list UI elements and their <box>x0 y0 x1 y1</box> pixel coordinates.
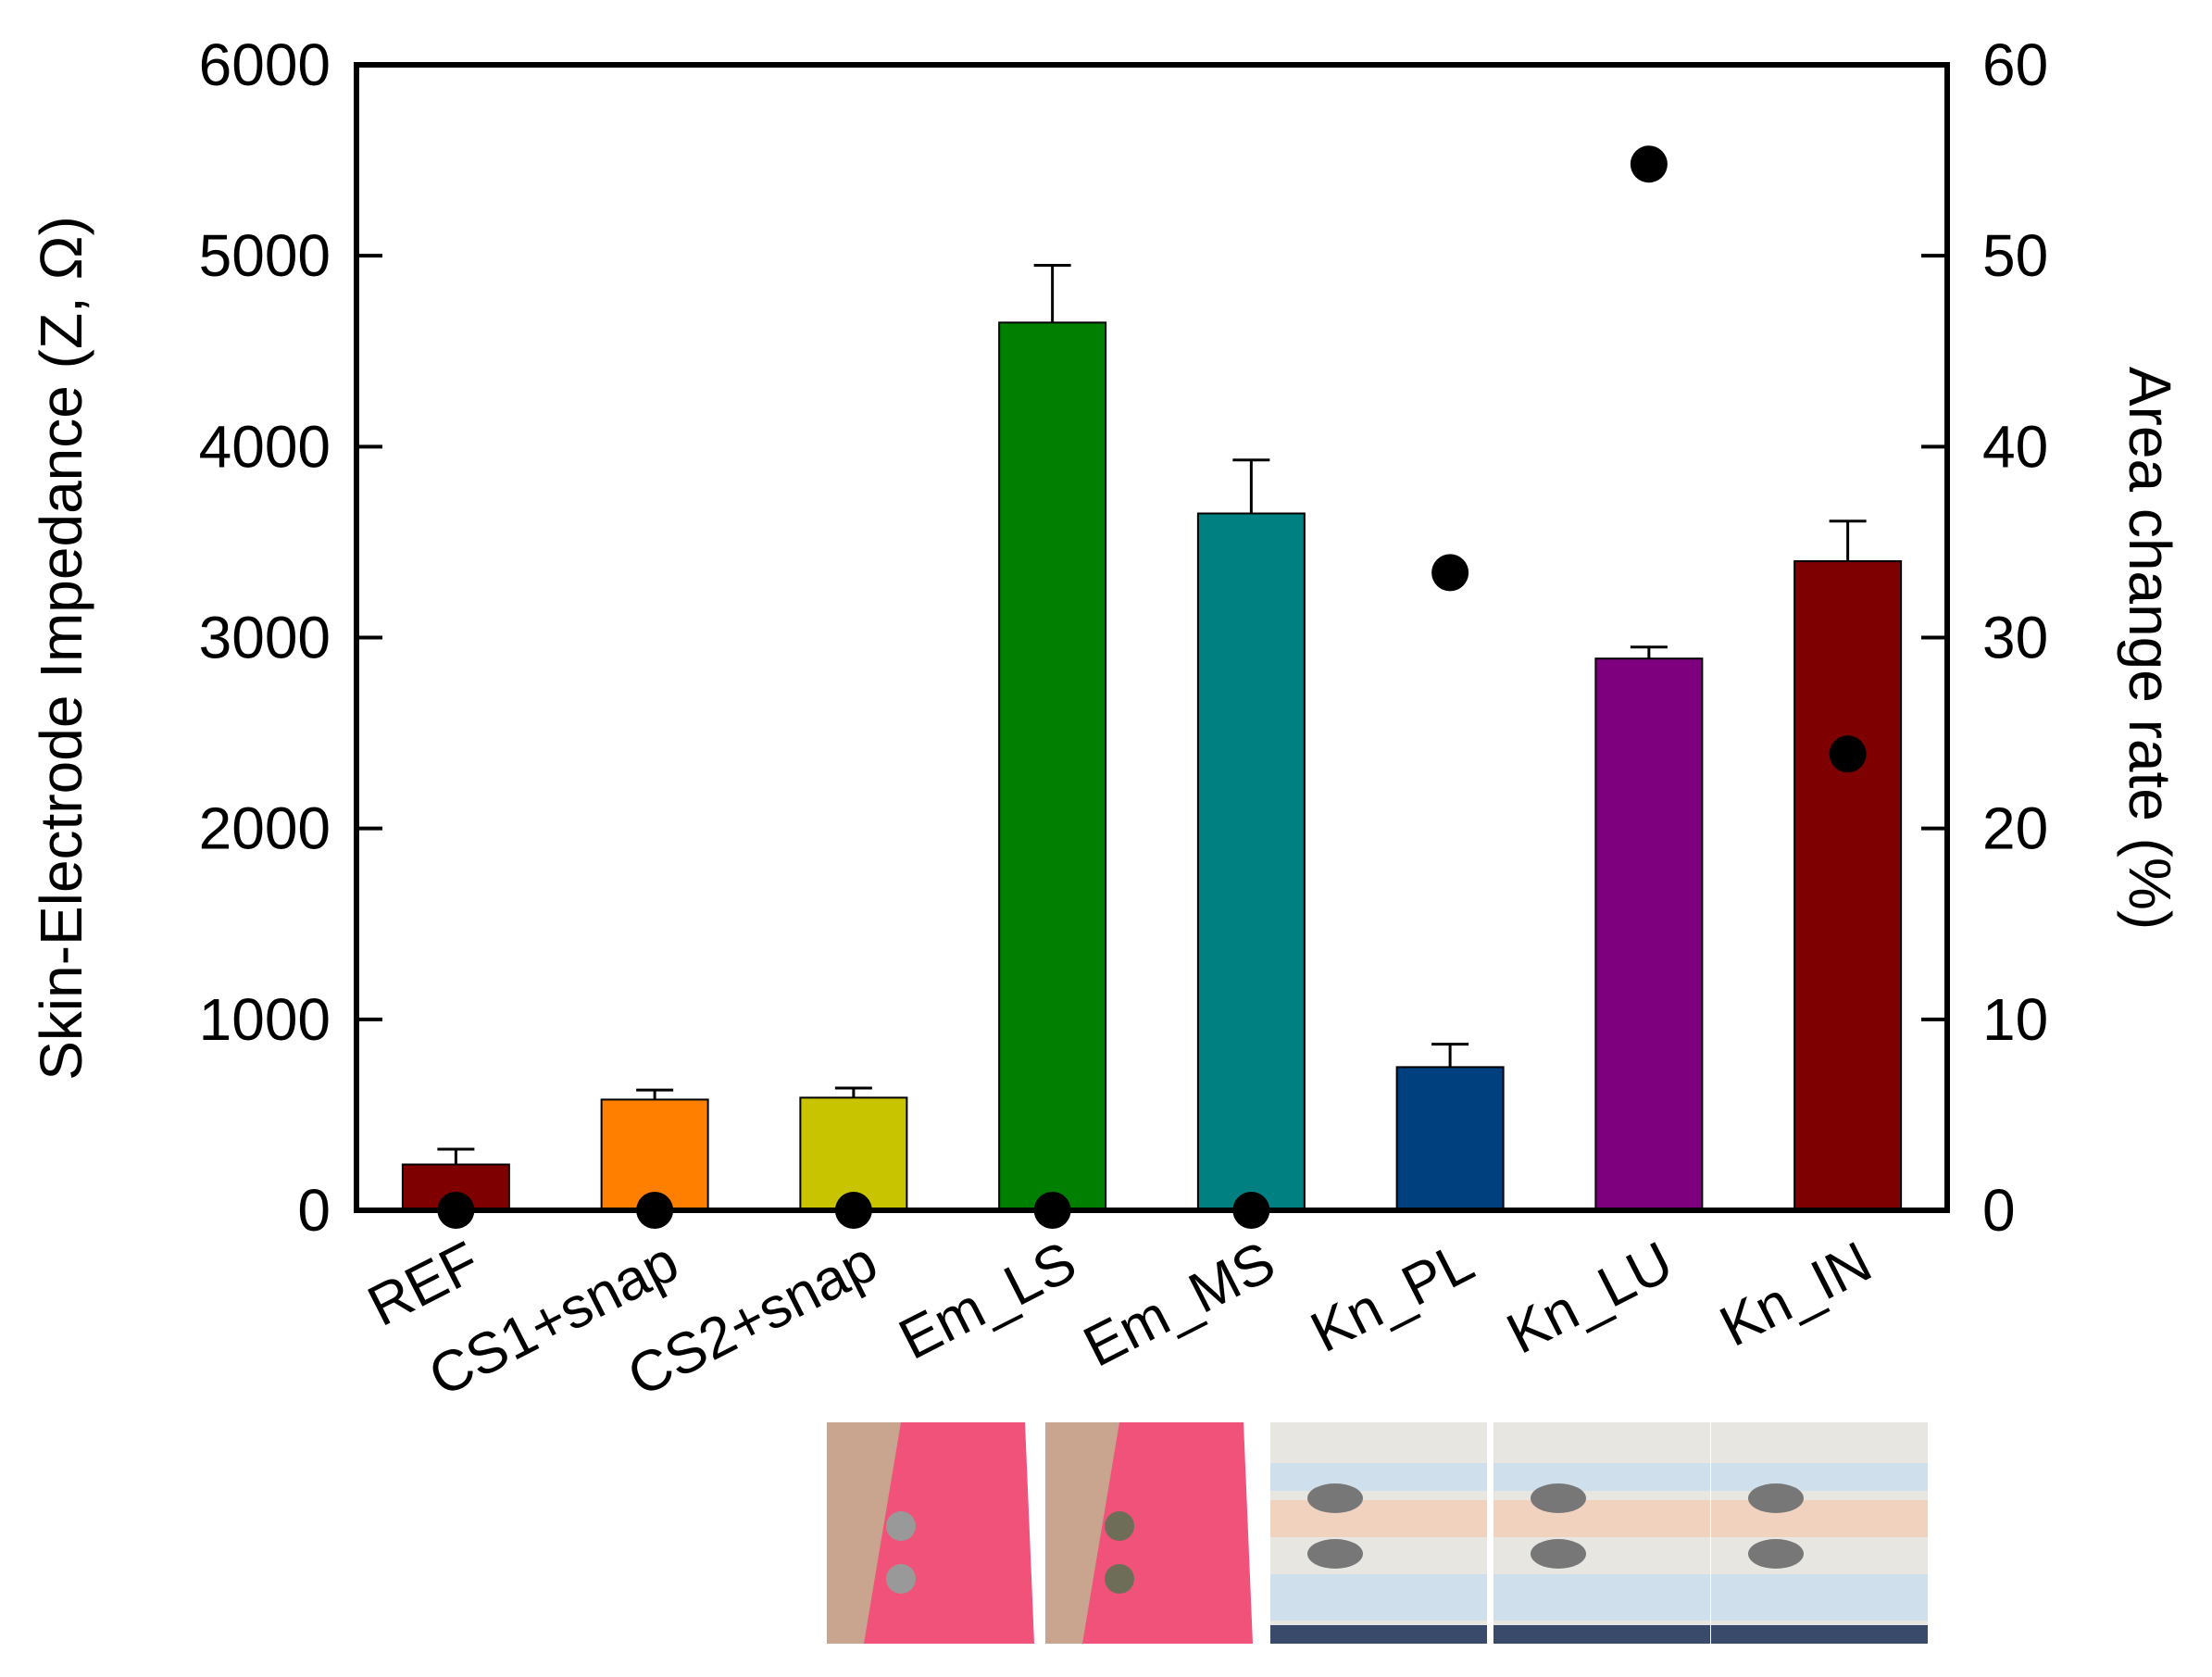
electrode-dot <box>1531 1539 1586 1569</box>
skin-stripe <box>1493 1500 1710 1537</box>
y-tick-label: 5000 <box>199 222 331 289</box>
photo-strip <box>827 1422 1928 1644</box>
bars-group <box>401 321 1903 1212</box>
electrode-dot <box>1748 1539 1804 1569</box>
axes-group <box>354 62 1950 1213</box>
y2-tick-label: 60 <box>1982 31 2048 98</box>
y-tick-label: 4000 <box>199 413 331 480</box>
bar-cs2-snap <box>799 1096 908 1212</box>
y2-tick-label: 20 <box>1982 795 2048 862</box>
y-tick-label: 2000 <box>199 795 331 862</box>
fabric-photo-icon <box>827 1422 1044 1644</box>
bar-kn-pl <box>1395 1066 1505 1211</box>
band-stripe <box>1711 1574 1928 1621</box>
y-tick-label: 0 <box>297 1177 331 1244</box>
plot-frame <box>354 62 1950 1213</box>
area-change-point <box>1630 145 1668 183</box>
y2-tick-label: 30 <box>1982 605 2048 671</box>
bar-kn-lu <box>1594 657 1704 1211</box>
y2-axis-label: Area change rate (%) <box>2117 367 2183 930</box>
y2-tick-label: 40 <box>1982 413 2048 480</box>
band-stripe <box>1493 1574 1710 1621</box>
y2-tick-label: 50 <box>1982 222 2048 289</box>
left-ticks: 0 1000 2000 3000 4000 5000 6000 <box>199 31 382 1244</box>
base-shadow <box>1493 1625 1710 1644</box>
electrode-dot <box>1748 1483 1804 1513</box>
y-tick-label: 1000 <box>199 986 331 1053</box>
area-change-point <box>1829 735 1867 773</box>
band-stripe <box>1270 1574 1487 1621</box>
y-tick-label: 3000 <box>199 605 331 671</box>
category-label: Em_MS <box>1074 1230 1285 1380</box>
right-ticks: 0 10 20 30 40 50 60 <box>1921 31 2048 1244</box>
fabric-photo-icon <box>1711 1422 1928 1644</box>
category-label: Em_LS <box>889 1230 1085 1372</box>
category-label: Kn_LU <box>1497 1230 1682 1367</box>
electrode-dot <box>1307 1539 1363 1569</box>
y2-tick-label: 10 <box>1982 986 2048 1053</box>
electrode-dot <box>1307 1483 1363 1513</box>
electrode-dot <box>1105 1511 1134 1541</box>
band-stripe <box>1270 1463 1487 1491</box>
band-stripe <box>1493 1463 1710 1491</box>
bar-em-ls <box>998 321 1107 1211</box>
y-tick-label: 6000 <box>199 31 331 98</box>
skin-edge <box>1045 1422 1119 1644</box>
skin-stripe <box>1270 1500 1487 1537</box>
fabric-photo-icon <box>1493 1422 1710 1644</box>
background-edge <box>1025 1422 1044 1644</box>
base-shadow <box>1270 1625 1487 1644</box>
electrode-dot <box>886 1511 916 1541</box>
base-shadow <box>1711 1625 1928 1644</box>
bar-em-ms <box>1196 512 1306 1211</box>
y-axis-label: Skin-Electrode Impedance (Z, Ω) <box>28 216 94 1081</box>
electrode-dot <box>1531 1483 1586 1513</box>
skin-edge <box>827 1422 901 1644</box>
electrode-dot <box>1105 1564 1134 1594</box>
background-edge <box>1243 1422 1262 1644</box>
category-label: Kn_IN <box>1710 1230 1881 1359</box>
fabric-photo-icon <box>1270 1422 1487 1644</box>
electrode-dot <box>886 1564 916 1594</box>
bar-kn-in <box>1793 560 1903 1211</box>
fabric-photo-icon <box>1045 1422 1262 1644</box>
category-label: REF <box>358 1230 490 1339</box>
error-bars-group <box>437 263 1867 1165</box>
skin-stripe <box>1711 1500 1928 1537</box>
y2-tick-label: 0 <box>1982 1177 2016 1244</box>
band-stripe <box>1711 1463 1928 1491</box>
area-change-point <box>1431 554 1469 592</box>
category-label: Kn_PL <box>1301 1230 1483 1365</box>
